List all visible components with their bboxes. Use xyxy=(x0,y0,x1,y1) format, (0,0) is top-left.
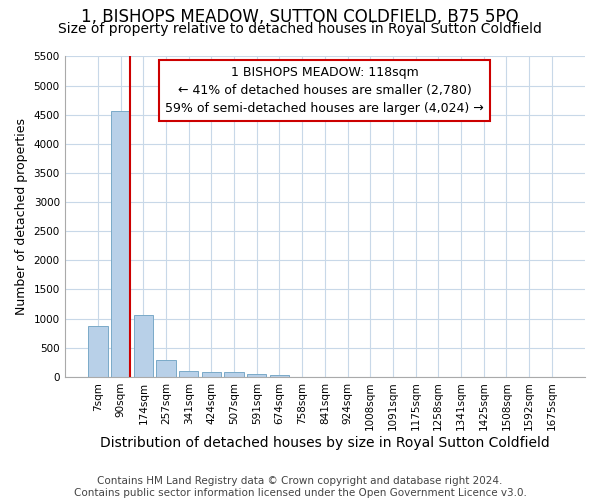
Bar xyxy=(202,372,221,377)
Text: Contains HM Land Registry data © Crown copyright and database right 2024.
Contai: Contains HM Land Registry data © Crown c… xyxy=(74,476,526,498)
Bar xyxy=(247,374,266,377)
Bar xyxy=(111,111,130,377)
Text: 1 BISHOPS MEADOW: 118sqm
← 41% of detached houses are smaller (2,780)
59% of sem: 1 BISHOPS MEADOW: 118sqm ← 41% of detach… xyxy=(166,66,484,115)
Bar xyxy=(270,375,289,377)
Text: 1, BISHOPS MEADOW, SUTTON COLDFIELD, B75 5PQ: 1, BISHOPS MEADOW, SUTTON COLDFIELD, B75… xyxy=(81,8,519,26)
Text: Size of property relative to detached houses in Royal Sutton Coldfield: Size of property relative to detached ho… xyxy=(58,22,542,36)
Bar xyxy=(88,326,107,377)
Bar xyxy=(179,371,199,377)
X-axis label: Distribution of detached houses by size in Royal Sutton Coldfield: Distribution of detached houses by size … xyxy=(100,436,550,450)
Bar xyxy=(157,360,176,377)
Bar xyxy=(134,315,153,377)
Y-axis label: Number of detached properties: Number of detached properties xyxy=(15,118,28,315)
Bar xyxy=(224,372,244,377)
